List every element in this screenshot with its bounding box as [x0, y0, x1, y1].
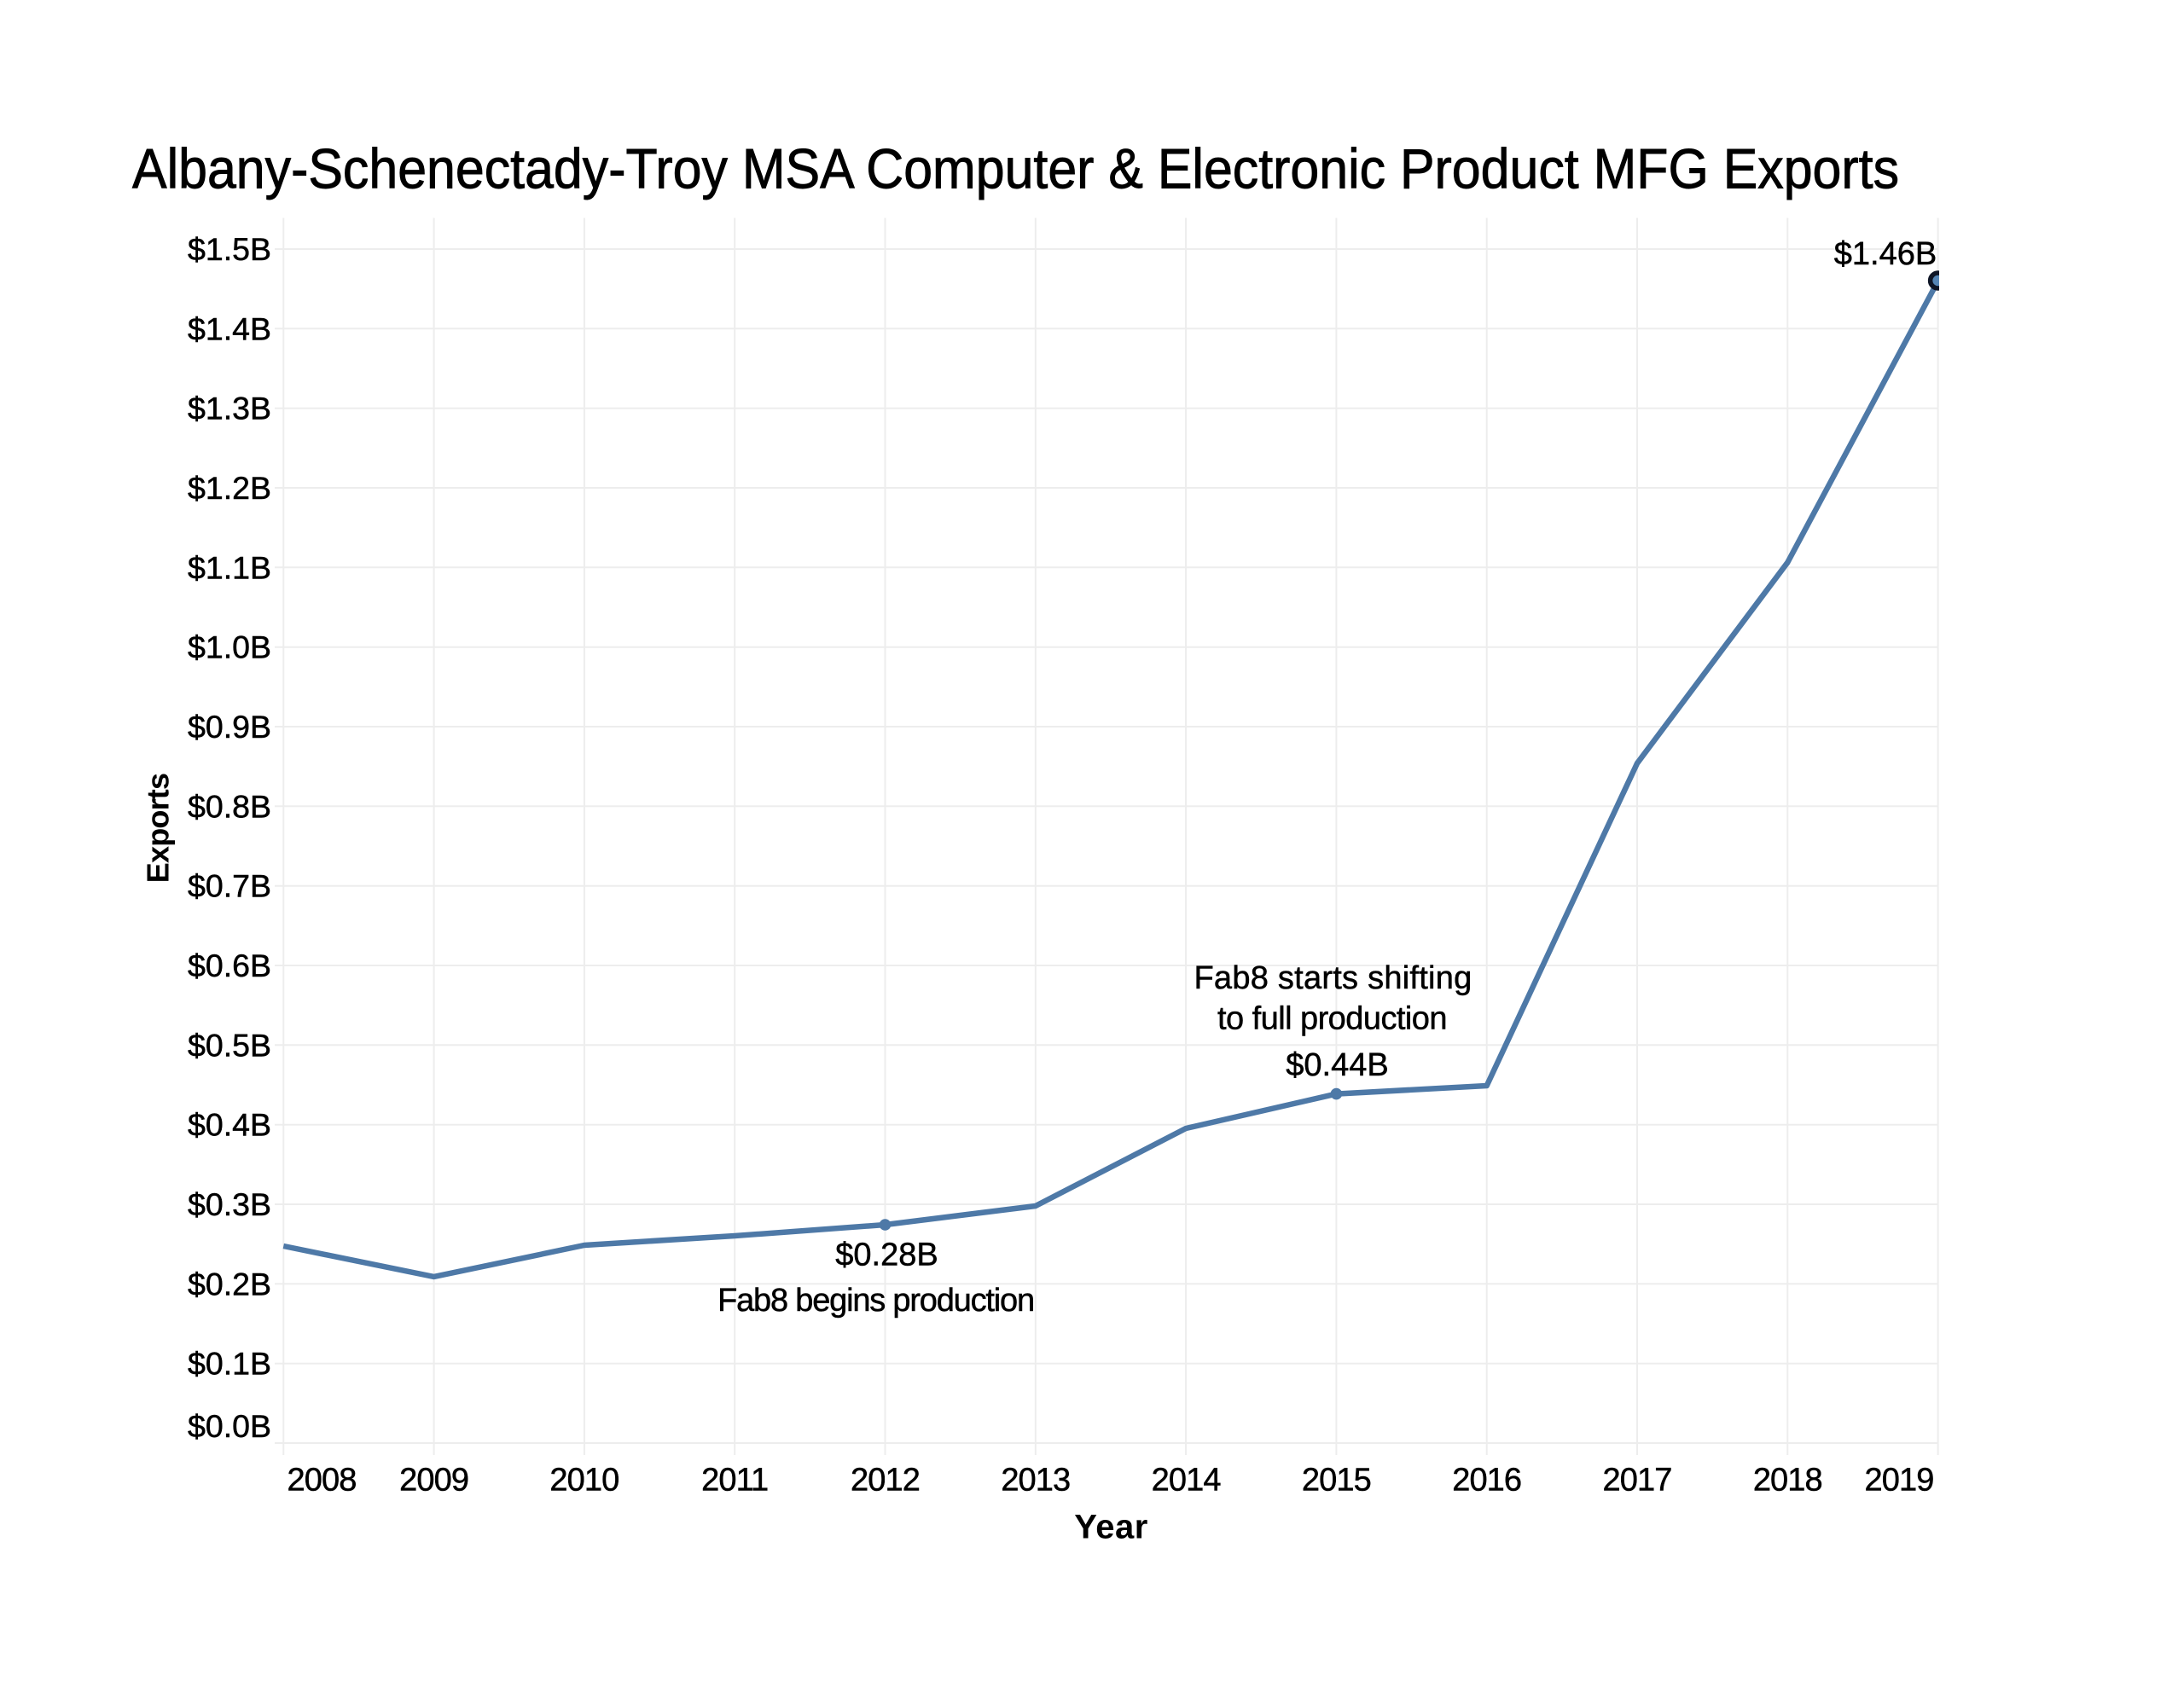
svg-text:2015: 2015 — [1302, 1463, 1371, 1499]
svg-text:$1.5B: $1.5B — [188, 231, 271, 267]
svg-text:Fab8 starts shifting: Fab8 starts shifting — [1194, 960, 1472, 996]
svg-text:to full production: to full production — [1217, 1001, 1447, 1037]
svg-text:$0.4B: $0.4B — [188, 1107, 271, 1143]
svg-text:$0.44B: $0.44B — [1286, 1047, 1388, 1083]
svg-text:$1.2B: $1.2B — [188, 470, 271, 506]
svg-text:$0.3B: $0.3B — [188, 1186, 271, 1222]
svg-text:$0.1B: $0.1B — [188, 1346, 271, 1382]
svg-text:2009: 2009 — [399, 1463, 468, 1499]
svg-text:$1.4B: $1.4B — [188, 310, 271, 346]
svg-text:$0.9B: $0.9B — [188, 709, 271, 745]
svg-text:$1.3B: $1.3B — [188, 391, 271, 426]
svg-text:2011: 2011 — [701, 1463, 768, 1499]
svg-text:Exports: Exports — [141, 774, 176, 883]
svg-text:2010: 2010 — [549, 1463, 619, 1499]
svg-text:$0.8B: $0.8B — [188, 788, 271, 824]
svg-text:2019: 2019 — [1865, 1463, 1934, 1499]
svg-text:$0.6B: $0.6B — [188, 948, 271, 983]
svg-text:$0.7B: $0.7B — [188, 868, 271, 904]
svg-text:$0.2B: $0.2B — [188, 1266, 271, 1301]
svg-text:Fab8 begins production: Fab8 begins production — [717, 1283, 1034, 1319]
svg-text:2018: 2018 — [1753, 1463, 1822, 1499]
svg-text:2017: 2017 — [1603, 1463, 1672, 1499]
svg-text:2012: 2012 — [851, 1463, 920, 1499]
svg-text:2016: 2016 — [1452, 1463, 1521, 1499]
svg-text:2008: 2008 — [288, 1463, 357, 1499]
svg-text:$1.1B: $1.1B — [188, 549, 271, 585]
svg-text:$0.28B: $0.28B — [835, 1238, 938, 1273]
svg-text:$1.0B: $1.0B — [188, 629, 271, 665]
svg-text:$0.5B: $0.5B — [188, 1027, 271, 1063]
svg-text:$1.46B: $1.46B — [1834, 236, 1937, 272]
svg-text:Albany-Schenectady-Troy MSA Co: Albany-Schenectady-Troy MSA Computer & E… — [132, 137, 1899, 200]
svg-text:2014: 2014 — [1152, 1463, 1222, 1499]
svg-text:2013: 2013 — [1001, 1463, 1070, 1499]
svg-text:$0.0B: $0.0B — [188, 1408, 271, 1444]
svg-text:Year: Year — [1074, 1509, 1148, 1546]
